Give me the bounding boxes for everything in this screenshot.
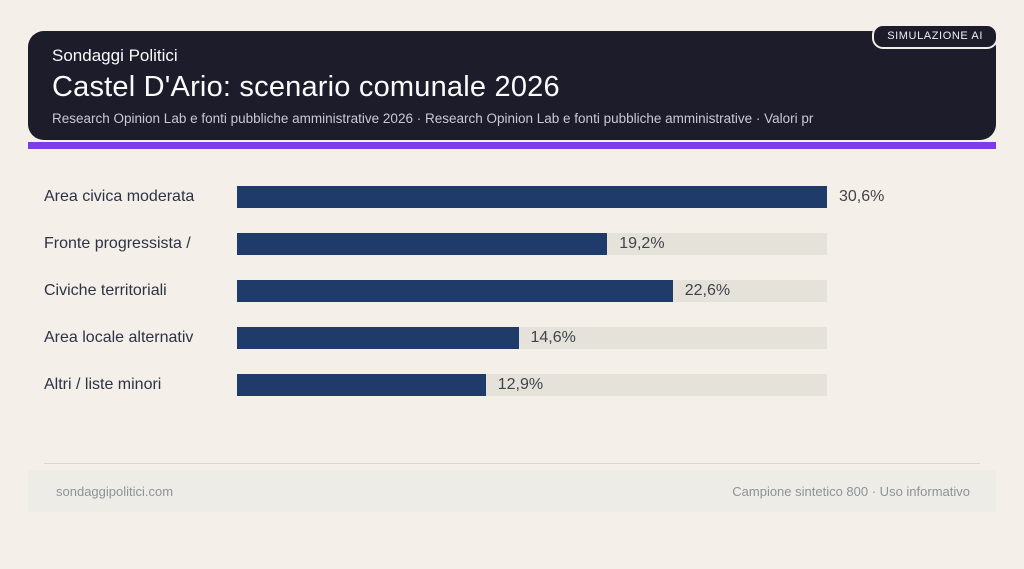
bar-value: 14,6% — [530, 328, 576, 346]
bar-label: Area civica moderata — [44, 187, 195, 205]
bar-value: 12,9% — [497, 375, 544, 393]
bar-fill — [237, 185, 827, 208]
page: SIMULAZIONE AI Sondaggi Politici Castel … — [0, 24, 1024, 569]
bar-chart: Area civica moderata 30,6% Fronte progre… — [44, 173, 980, 408]
bar-value: 30,6% — [839, 187, 885, 205]
simulation-badge: SIMULAZIONE AI — [872, 24, 998, 49]
bar-track: 12,9% — [237, 373, 827, 396]
accent-bar — [28, 142, 996, 149]
chart-row: Fronte progressista / 19,2% — [44, 220, 980, 267]
header-kicker: Sondaggi Politici — [52, 46, 178, 65]
bar-value: 22,6% — [684, 281, 731, 299]
bar-track: 14,6% — [237, 326, 827, 349]
header-card: SIMULAZIONE AI Sondaggi Politici Castel … — [28, 24, 998, 140]
bar-track: 22,6% — [237, 279, 827, 302]
footer-divider — [44, 463, 980, 464]
bar-fill — [237, 232, 608, 255]
bar-value: 19,2% — [619, 234, 665, 252]
bar-fill — [237, 373, 486, 396]
bar-fill — [237, 279, 673, 302]
chart-row: Area civica moderata 30,6% — [44, 173, 980, 220]
bar-label: Civiche territoriali — [44, 281, 167, 299]
footer-note: Campione sintetico 800 · Uso informativo — [732, 483, 970, 499]
header-subtitle: Research Opinion Lab e fonti pubbliche a… — [52, 111, 814, 126]
page-title: Castel D'Ario: scenario comunale 2026 — [52, 71, 560, 103]
chart-row: Area locale alternativ 14,6% — [44, 314, 980, 361]
bar-track: 30,6% — [237, 185, 884, 208]
bar-label: Area locale alternativ — [44, 328, 194, 346]
chart-row: Altri / liste minori 12,9% — [44, 361, 980, 408]
bar-label: Altri / liste minori — [44, 375, 162, 393]
bar-label: Fronte progressista / — [44, 234, 191, 252]
bar-track: 19,2% — [237, 232, 827, 255]
footer-source: sondaggipolitici.com — [56, 483, 174, 499]
bar-fill — [237, 326, 519, 349]
footer: sondaggipolitici.com Campione sintetico … — [28, 470, 996, 512]
chart-row: Civiche territoriali 22,6% — [44, 267, 980, 314]
